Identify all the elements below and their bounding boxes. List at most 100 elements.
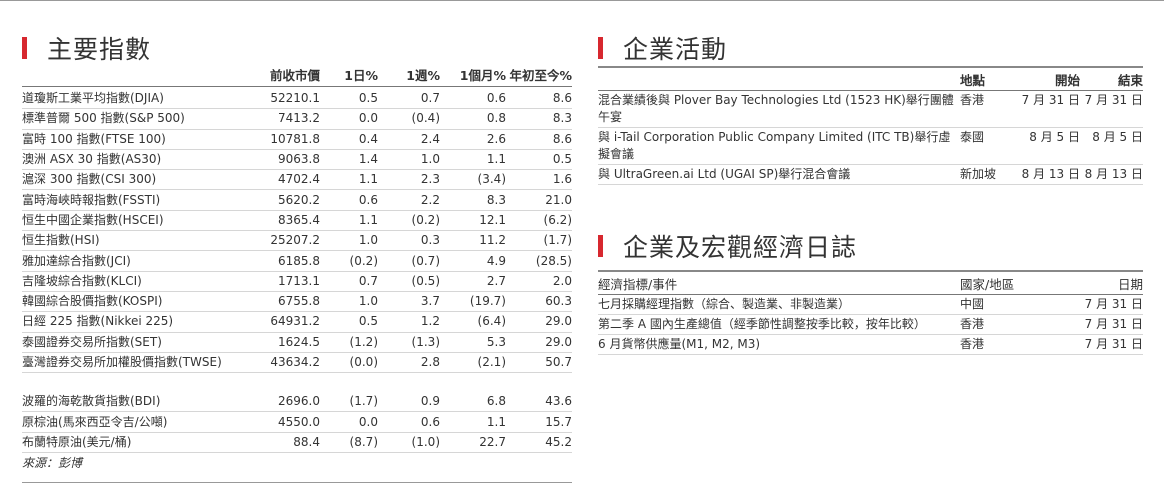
header-end: 結束 xyxy=(1080,67,1143,91)
index-1d: (8.7) xyxy=(320,432,378,454)
index-1m: (6.4) xyxy=(440,311,506,333)
indices-title: 主要指數 xyxy=(47,35,152,64)
macro-panel: 經濟指標/事件 國家/地區 日期 七月採購經理指數（綜合、製造業、非製造業） 中國… xyxy=(598,270,1143,355)
index-1w: 0.3 xyxy=(378,230,440,252)
index-1w: 3.7 xyxy=(378,291,440,313)
index-1w: (0.2) xyxy=(378,210,440,232)
table-row: 恒生指數(HSI) 25207.2 1.0 0.3 11.2 (1.7) xyxy=(22,230,572,252)
index-name: 泰國證券交易所指數(SET) xyxy=(22,332,262,353)
index-1m: (2.1) xyxy=(440,352,506,374)
table-row: 日經 225 指數(Nikkei 225) 64931.2 0.5 1.2 (6.4) 2… xyxy=(22,311,572,333)
table-row: 吉隆坡綜合指數(KLCI) 1713.1 0.7 (0.5) 2.7 2.0 xyxy=(22,271,572,292)
corporate-panel: 地點 開始 結束 混合業績後與 Plover Bay Technologies … xyxy=(598,66,1143,185)
index-ytd: 8.3 xyxy=(506,108,572,130)
index-1d: 1.0 xyxy=(320,291,378,313)
index-1w: (1.0) xyxy=(378,432,440,454)
index-ytd: (6.2) xyxy=(506,210,572,232)
index-ytd: 1.6 xyxy=(506,169,572,191)
index-1d: 0.6 xyxy=(320,189,378,211)
index-1d: 1.0 xyxy=(320,230,378,252)
table-row: 泰國證券交易所指數(SET) 1624.5 (1.2) (1.3) 5.3 29.0 xyxy=(22,332,572,353)
header-1w: 1週% xyxy=(406,68,440,83)
index-1m: 11.2 xyxy=(440,230,506,252)
index-1w: 0.6 xyxy=(378,411,440,433)
index-prev-close: 4550.0 xyxy=(262,411,320,433)
macro-event: 第二季 A 國內生產總值（經季節性調整按季比較，按年比較） xyxy=(598,314,960,335)
header-1d: 1日% xyxy=(344,68,378,83)
index-ytd: (1.7) xyxy=(506,230,572,252)
index-prev-close: 10781.8 xyxy=(262,129,320,150)
index-prev-close: 1713.1 xyxy=(262,271,320,292)
index-1m: 8.3 xyxy=(440,189,506,211)
index-1d: (1.7) xyxy=(320,392,378,413)
index-1d: 0.5 xyxy=(320,86,378,110)
index-ytd: 43.6 xyxy=(506,392,572,413)
index-1d: 0.0 xyxy=(320,108,378,130)
index-prev-close: 8365.4 xyxy=(262,210,320,232)
index-ytd: 15.7 xyxy=(506,411,572,433)
index-prev-close: 2696.0 xyxy=(262,392,320,413)
index-ytd: 21.0 xyxy=(506,189,572,211)
index-1m: (19.7) xyxy=(440,291,506,313)
index-1w: 0.9 xyxy=(378,392,440,413)
index-1d: (0.2) xyxy=(320,250,378,272)
index-1m: 1.1 xyxy=(440,149,506,171)
macro-section-title: 企業及宏觀經濟日誌 xyxy=(598,228,857,264)
indices-panel: 前收市價 1日% 1週% 1個月% 年初至今% 道瓊斯工業平均指數(DJIA) 5… xyxy=(22,68,572,471)
corporate-event: 混合業績後與 Plover Bay Technologies Ltd (1523… xyxy=(598,90,960,128)
index-prev-close: 4702.4 xyxy=(262,169,320,191)
row-spacer xyxy=(22,373,572,393)
table-row: 澳洲 ASX 30 指數(AS30) 9063.8 1.4 1.0 1.1 0.5 xyxy=(22,149,572,171)
table-row: 韓國綜合股價指數(KOSPI) 6755.8 1.0 3.7 (19.7) 60.3 xyxy=(22,291,572,313)
macro-region: 香港 xyxy=(960,334,1060,355)
table-row: 原棕油(馬來西亞令吉/公噸) 4550.0 0.0 0.6 1.1 15.7 xyxy=(22,411,572,433)
corporate-start-date: 8 月 5 日 xyxy=(1018,127,1080,165)
table-row: 富時海峽時報指數(FSSTI) 5620.2 0.6 2.2 8.3 21.0 xyxy=(22,189,572,211)
source-note: 來源：彭博 xyxy=(22,456,83,471)
macro-date: 7 月 31 日 xyxy=(1060,334,1143,355)
index-1d: 0.5 xyxy=(320,311,378,333)
index-1w: 1.2 xyxy=(378,311,440,333)
index-name: 雅加達綜合指數(JCI) xyxy=(22,250,262,272)
index-1w: (0.4) xyxy=(378,108,440,130)
table-row: 道瓊斯工業平均指數(DJIA) 52210.1 0.5 0.7 0.6 8.6 xyxy=(22,86,572,110)
index-1m: 12.1 xyxy=(440,210,506,232)
index-1m: 2.7 xyxy=(440,271,506,292)
table-row: 布蘭特原油(美元/桶) 88.4 (8.7) (1.0) 22.7 45.2 xyxy=(22,432,572,454)
corporate-location: 新加坡 xyxy=(960,164,1018,185)
index-prev-close: 7413.2 xyxy=(262,108,320,130)
table-row: 臺灣證券交易所加權股價指數(TWSE) 43634.2 (0.0) 2.8 (2.1) 5… xyxy=(22,352,572,374)
header-region: 國家/地區 xyxy=(960,271,1060,295)
index-1m: 4.9 xyxy=(440,250,506,272)
index-1d: 0.0 xyxy=(320,411,378,433)
index-ytd: 8.6 xyxy=(506,129,572,150)
index-1w: (0.7) xyxy=(378,250,440,272)
index-ytd: 50.7 xyxy=(506,352,572,374)
corporate-location: 香港 xyxy=(960,90,1018,128)
table-row: 波羅的海乾散貨指數(BDI) 2696.0 (1.7) 0.9 6.8 43.6 xyxy=(22,392,572,413)
table-row: 滬深 300 指數(CSI 300) 4702.4 1.1 2.3 (3.4) 1.6 xyxy=(22,169,572,191)
index-1d: 0.7 xyxy=(320,271,378,292)
index-prev-close: 6185.8 xyxy=(262,250,320,272)
index-name: 原棕油(馬來西亞令吉/公噸) xyxy=(22,411,262,433)
header-1m: 1個月% xyxy=(459,68,506,83)
macro-region: 中國 xyxy=(960,294,1060,315)
macro-header-row: 經濟指標/事件 國家/地區 日期 xyxy=(598,271,1143,295)
corporate-end-date: 8 月 13 日 xyxy=(1080,164,1143,185)
top-rule xyxy=(0,0,1164,1)
table-row: 與 UltraGreen.ai Ltd (UGAI SP)舉行混合會議 新加坡 8 … xyxy=(598,164,1143,185)
index-1w: 2.3 xyxy=(378,169,440,191)
macro-title: 企業及宏觀經濟日誌 xyxy=(623,233,858,262)
index-ytd: 8.6 xyxy=(506,86,572,110)
index-1w: 2.8 xyxy=(378,352,440,374)
index-1m: 5.3 xyxy=(440,332,506,353)
index-1m: 22.7 xyxy=(440,432,506,454)
index-prev-close: 9063.8 xyxy=(262,149,320,171)
macro-event: 6 月貨幣供應量(M1, M2, M3) xyxy=(598,334,960,355)
section-marker xyxy=(598,235,603,257)
corporate-header-row: 地點 開始 結束 xyxy=(598,67,1143,91)
index-1d: 1.1 xyxy=(320,210,378,232)
index-1w: 1.0 xyxy=(378,149,440,171)
index-1d: (0.0) xyxy=(320,352,378,374)
table-row: 標準普爾 500 指數(S&P 500) 7413.2 0.0 (0.4) 0.8 8.3 xyxy=(22,108,572,130)
